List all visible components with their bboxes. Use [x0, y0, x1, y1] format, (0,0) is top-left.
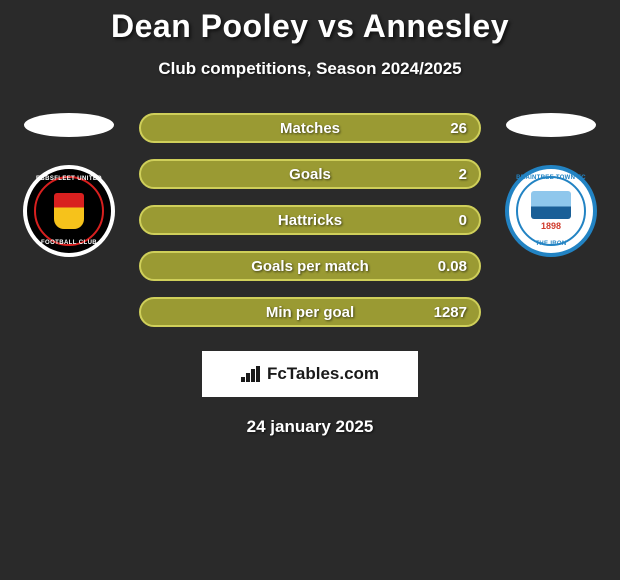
- stat-bar: Min per goal 1287: [139, 297, 481, 327]
- stat-label: Matches: [280, 120, 340, 137]
- stat-value: 2: [459, 166, 467, 183]
- left-badge-text-top: EBBSFLEET UNITED: [36, 176, 102, 182]
- stat-bar: Matches 26: [139, 113, 481, 143]
- bars-icon: [241, 366, 261, 382]
- stat-label: Goals: [289, 166, 331, 183]
- left-badge-shield-icon: [54, 193, 84, 229]
- stat-bar: Goals per match 0.08: [139, 251, 481, 281]
- source-logo: FcTables.com: [202, 351, 418, 397]
- right-club-badge: BRAINTREE TOWN FC 1898 THE IRON: [505, 165, 597, 257]
- right-column: BRAINTREE TOWN FC 1898 THE IRON: [501, 113, 601, 257]
- stat-label: Hattricks: [278, 212, 342, 229]
- right-badge-year: 1898: [541, 221, 561, 231]
- right-badge-text-top: BRAINTREE TOWN FC: [516, 175, 586, 181]
- stat-label: Min per goal: [266, 304, 354, 321]
- stat-label: Goals per match: [251, 258, 369, 275]
- left-club-badge: EBBSFLEET UNITED FOOTBALL CLUB: [23, 165, 115, 257]
- right-badge-text-bottom: THE IRON: [535, 241, 566, 247]
- stat-bars: Matches 26 Goals 2 Hattricks 0 Goals per match…: [139, 113, 481, 327]
- stat-value: 0.08: [438, 258, 467, 275]
- left-badge-inner: [34, 176, 104, 246]
- stat-bar: Hattricks 0: [139, 205, 481, 235]
- logo-text: FcTables.com: [267, 364, 379, 384]
- right-ellipse: [506, 113, 596, 137]
- left-badge-text-bottom: FOOTBALL CLUB: [41, 240, 97, 246]
- main-row: EBBSFLEET UNITED FOOTBALL CLUB Matches 26…: [0, 113, 620, 327]
- left-ellipse: [24, 113, 114, 137]
- left-column: EBBSFLEET UNITED FOOTBALL CLUB: [19, 113, 119, 257]
- page-title: Dean Pooley vs Annesley: [0, 8, 620, 45]
- stat-value: 1287: [434, 304, 467, 321]
- right-badge-scene-icon: [531, 191, 571, 219]
- subtitle: Club competitions, Season 2024/2025: [0, 59, 620, 79]
- stat-value: 26: [450, 120, 467, 137]
- date-label: 24 january 2025: [0, 417, 620, 437]
- right-badge-inner: 1898: [516, 176, 586, 246]
- stat-bar: Goals 2: [139, 159, 481, 189]
- stat-value: 0: [459, 212, 467, 229]
- infographic-container: Dean Pooley vs Annesley Club competition…: [0, 0, 620, 437]
